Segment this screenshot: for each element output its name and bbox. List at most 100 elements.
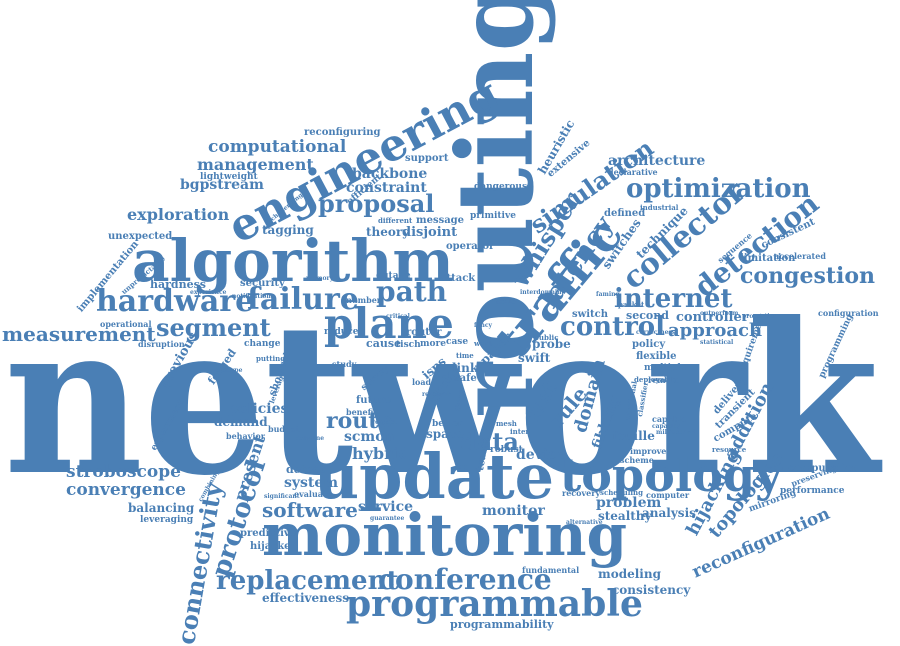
word-hardness: hardness — [150, 278, 206, 291]
word-better: better — [432, 419, 463, 429]
word-improve: improve — [630, 446, 667, 456]
word-constraint: constraint — [346, 180, 427, 196]
word-millisecond: millisecond — [656, 429, 695, 436]
word-hijacker: hijacker — [250, 541, 296, 552]
word-consistency: consistency — [612, 583, 691, 597]
word-lightweight: lightweight — [200, 172, 258, 182]
word-correctness: correctness — [636, 329, 676, 336]
word-remote: remote — [648, 375, 680, 385]
word-algorithm: algorithm — [132, 227, 454, 295]
word-work: work — [474, 339, 494, 348]
word-controller: controller — [676, 310, 749, 325]
word-feuille: feuille — [612, 429, 655, 443]
word-experience: experience — [190, 289, 227, 296]
word-reduce: reduce — [324, 327, 359, 337]
word-attack: attack — [440, 273, 476, 284]
word-resource: resource — [712, 445, 747, 454]
word-reconfiguring: reconfiguring — [304, 127, 381, 138]
word-safe: safe — [454, 373, 477, 384]
word-deployable: deployable — [634, 375, 677, 384]
word-convergence: convergence — [66, 480, 186, 500]
word-scmon: scmon — [344, 429, 395, 445]
word-computation: computation — [788, 463, 860, 474]
word-swift: swift — [518, 351, 551, 365]
word-switch: switch — [572, 309, 609, 320]
word-putting: putting — [256, 354, 286, 363]
word-detect: detect — [286, 463, 325, 476]
word-conference: conference — [378, 563, 552, 596]
word-support: support — [405, 153, 449, 164]
word-outperform: outperform — [700, 310, 739, 317]
word-path: path — [376, 275, 448, 308]
word-scheduling: scheduling — [600, 488, 644, 497]
word-congestion: congestion — [740, 263, 876, 289]
word-interdomain: interdomain — [520, 289, 562, 296]
word-programmable: programmable — [346, 583, 643, 625]
word-second: second — [626, 309, 669, 322]
word-optimization: optimization — [626, 174, 811, 204]
word-security: security — [240, 278, 285, 289]
word-disjoint: disjoint — [402, 225, 458, 240]
word-programmability: programmability — [450, 618, 554, 631]
word-statistical: statistical — [700, 339, 734, 346]
word-probe: probe — [532, 337, 571, 351]
word-router: router — [406, 327, 442, 338]
word-notification: notification — [232, 293, 271, 300]
word-problem: problem — [596, 495, 662, 511]
word-tisch: tisch — [396, 340, 421, 350]
word-space: space — [426, 427, 464, 441]
word-research: research — [422, 391, 452, 398]
word-configuration: configuration — [818, 308, 879, 318]
word-message: message — [416, 215, 465, 226]
word-update: update — [314, 440, 555, 513]
word-management: management — [197, 155, 314, 174]
word-limitation: limitation — [740, 253, 796, 264]
word-industrial: industrial — [640, 203, 679, 212]
word-replacement: replacement — [216, 566, 399, 596]
word-monitor: monitor — [482, 503, 545, 519]
word-theory: theory — [366, 225, 410, 239]
word-scale: scale — [496, 297, 516, 306]
word-failure: failure — [247, 282, 359, 317]
word-robust: robust — [490, 445, 523, 455]
word-data: data — [460, 427, 519, 456]
word-change: change — [244, 339, 281, 349]
word-stealthy: stealthy — [598, 509, 652, 523]
word-faming: faming — [596, 291, 620, 298]
word-study: study — [332, 359, 357, 369]
word-policies: policies — [228, 401, 289, 417]
word-outage: outage — [376, 271, 411, 281]
word-topology: topology — [560, 448, 782, 502]
word-capable: capable — [652, 414, 687, 424]
word-route: route — [326, 408, 393, 434]
word-alternative: alternative — [566, 519, 603, 526]
word-segment: segment — [156, 313, 271, 342]
word-budget: budget — [268, 424, 300, 434]
word-modeling: modeling — [598, 567, 661, 581]
word-link: link — [452, 361, 479, 375]
word-fundamental: fundamental — [522, 565, 580, 575]
word-analysis: analysis — [642, 506, 696, 520]
word-time: time — [456, 351, 474, 360]
word-backbone: backbone — [352, 166, 428, 182]
word-significant: significant — [264, 493, 300, 500]
word-unexpected: unexpected — [108, 231, 173, 242]
word-system: system — [284, 475, 339, 491]
word-control: control — [560, 312, 666, 342]
word-operator: operator — [446, 241, 495, 252]
word-mesh: mesh — [496, 419, 517, 428]
word-leveraging: leveraging — [140, 515, 194, 525]
word-policy: policy — [632, 339, 666, 350]
word-fancy: fancy — [474, 322, 492, 329]
word-defined: defined — [604, 208, 646, 219]
word-network: network — [4, 278, 880, 522]
word-plane: plane — [324, 299, 454, 348]
word-service: service — [358, 499, 414, 515]
word-hybrid: hybrid — [352, 444, 410, 463]
word-case: case — [446, 337, 469, 347]
word-cause: cause — [366, 337, 402, 350]
word-device: device — [516, 447, 566, 463]
word-proposal: proposal — [318, 189, 435, 218]
word-memory: memory — [306, 275, 334, 282]
